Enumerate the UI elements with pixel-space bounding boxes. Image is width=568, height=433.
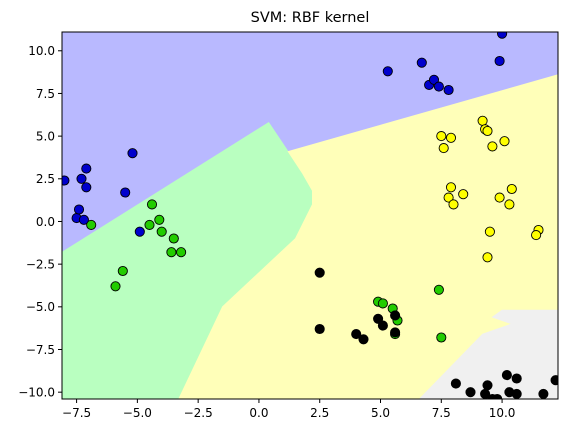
data-point (120, 187, 131, 198)
data-points (62, 32, 558, 399)
data-point (482, 252, 493, 263)
y-tick-label: 5.0 (36, 129, 55, 143)
data-point (156, 226, 167, 237)
data-point (73, 204, 85, 215)
data-point (433, 284, 444, 295)
data-point (504, 199, 515, 210)
x-tick-label: 0.0 (249, 406, 268, 420)
data-point (134, 226, 145, 237)
data-point (465, 387, 476, 398)
data-point (86, 219, 97, 230)
decision-regions (62, 32, 558, 399)
data-point (428, 74, 440, 85)
data-point (351, 329, 362, 340)
data-point (168, 233, 179, 244)
data-point (477, 115, 488, 126)
data-point (377, 298, 388, 309)
data-point (314, 323, 325, 335)
chart-title: SVM: RBF kernel (251, 10, 370, 26)
plot-frame (61, 31, 559, 400)
data-point (511, 373, 522, 384)
y-tick-label: 2.5 (36, 172, 55, 186)
y-tick-label: −2.5 (26, 257, 55, 271)
data-point (416, 57, 427, 68)
data-point (487, 141, 498, 152)
data-point (499, 136, 510, 147)
data-point (448, 199, 459, 210)
data-point (531, 230, 542, 241)
x-tick-label: −5.0 (123, 406, 152, 420)
data-point (550, 375, 558, 386)
x-tick-label: 5.0 (371, 406, 390, 420)
data-point (511, 388, 522, 399)
data-point (81, 182, 92, 193)
data-point (445, 182, 457, 193)
data-point (358, 334, 369, 345)
data-point (76, 173, 87, 184)
data-point (436, 332, 447, 343)
x-tick-label: −7.5 (62, 406, 91, 420)
data-point (501, 370, 512, 381)
data-point (377, 320, 388, 331)
x-tick-label: 10.0 (489, 406, 516, 420)
data-point (176, 247, 187, 258)
data-point (78, 214, 89, 225)
data-point (146, 199, 158, 210)
data-point (373, 313, 384, 324)
data-point (482, 380, 493, 391)
data-point (538, 388, 549, 399)
data-point (127, 148, 138, 159)
region-gray (418, 309, 558, 399)
data-point (482, 125, 493, 137)
data-point (445, 132, 457, 143)
data-point (438, 143, 449, 154)
data-point (458, 189, 469, 200)
data-point (506, 183, 517, 195)
y-axis-ticks: −10.0 −7.5 −5.0 −2.5 0.0 2.5 5.0 7.5 10.0 (18, 44, 62, 399)
data-point (433, 81, 444, 92)
x-tick-label: 7.5 (432, 406, 451, 420)
data-point (154, 214, 165, 225)
x-tick-label: −2.5 (184, 406, 213, 420)
data-point (390, 327, 401, 338)
data-point (390, 310, 401, 321)
data-point (494, 192, 505, 203)
data-point (497, 32, 508, 39)
data-point (81, 163, 92, 174)
x-tick-label: 2.5 (310, 406, 329, 420)
data-point (117, 265, 128, 277)
y-tick-label: −10.0 (18, 385, 55, 399)
data-point (450, 378, 461, 389)
y-tick-label: −7.5 (26, 343, 55, 357)
x-axis-ticks: −7.5 −5.0 −2.5 0.0 2.5 5.0 7.5 10.0 (62, 399, 515, 420)
data-point (484, 226, 495, 237)
y-tick-label: −5.0 (26, 300, 55, 314)
data-point (314, 267, 325, 278)
data-point (436, 131, 447, 142)
y-tick-label: 10.0 (28, 44, 55, 58)
data-point (144, 219, 155, 230)
data-point (443, 192, 454, 203)
data-point (110, 281, 121, 292)
data-point (62, 175, 70, 186)
data-point (382, 66, 393, 77)
data-point (166, 247, 177, 258)
data-point (494, 55, 505, 67)
y-tick-label: 0.0 (36, 215, 55, 229)
y-tick-label: 7.5 (36, 87, 55, 101)
data-point (443, 84, 454, 96)
